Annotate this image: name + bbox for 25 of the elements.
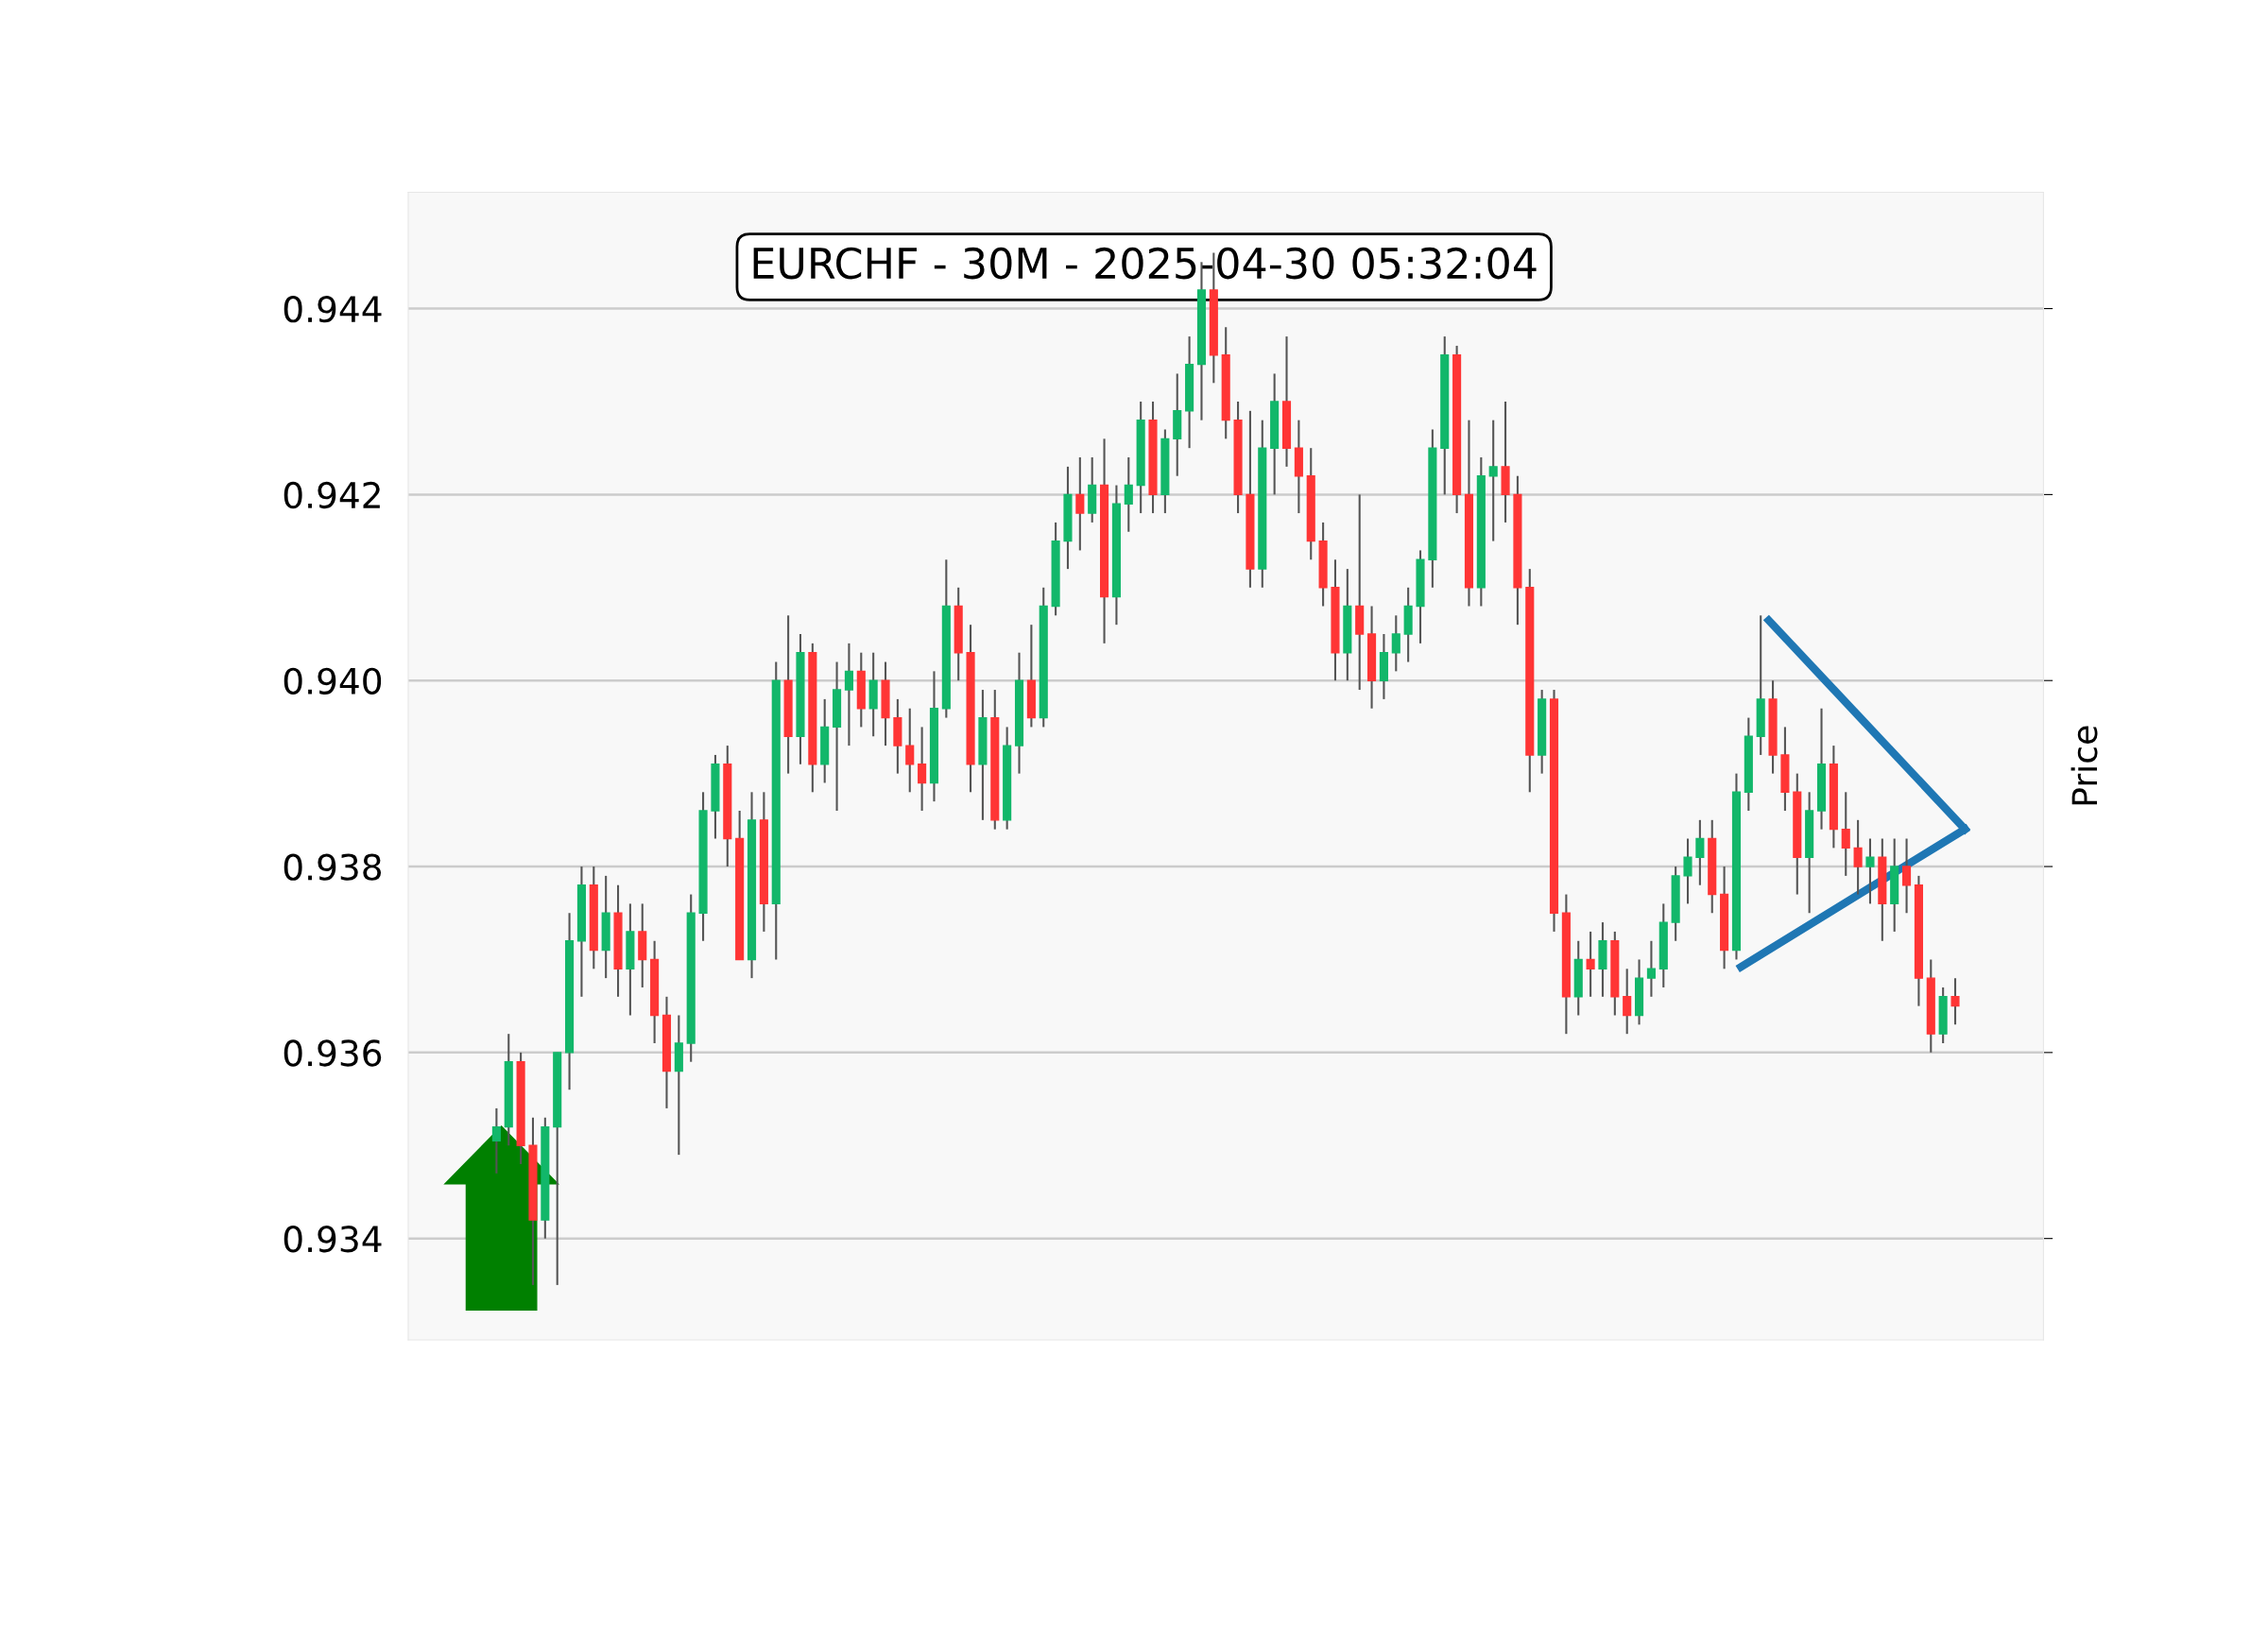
y-tick-label: 0.942 [284,481,380,509]
candlestick [1695,818,1705,886]
candlestick [905,707,915,794]
candlestick [1586,930,1595,998]
candlestick [918,726,927,813]
candlestick [844,642,853,747]
y-tick-label: 0.938 [284,853,382,881]
candlestick [1623,968,1632,1036]
y-tick-label: 0.940 [284,667,382,695]
candlestick [1683,837,1692,905]
y-tick-label: 0.934 [284,1226,382,1253]
candlestick [1646,939,1656,998]
candlestick [1075,455,1085,552]
candlestick [1865,837,1875,905]
candlestick [1391,614,1400,673]
candlestick [491,1107,501,1175]
candlestick [1841,791,1850,877]
candlestick [1902,837,1912,915]
candlestick [1124,455,1133,533]
y-axis-title: Price [2070,726,2098,805]
candlestick [1853,818,1863,896]
y-tick-label: 0.944 [284,295,382,323]
candlestick [1488,419,1498,542]
y-tick-label: 0.936 [284,1039,382,1067]
candlestick [1950,977,1960,1026]
